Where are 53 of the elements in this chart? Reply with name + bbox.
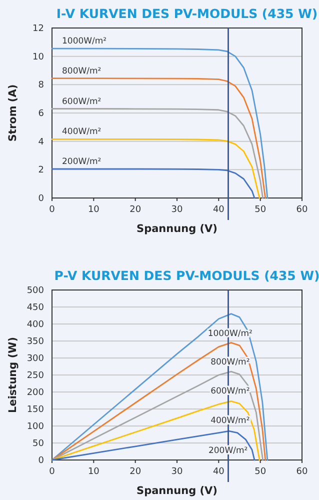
line-series bbox=[51, 108, 264, 199]
y-tick-label: 300 bbox=[26, 354, 44, 364]
series-label: 800W/m² bbox=[62, 66, 102, 76]
y-tick-label: 6 bbox=[38, 109, 44, 119]
x-tick-label: 50 bbox=[254, 205, 266, 215]
y-tick-label: 450 bbox=[26, 303, 44, 313]
y-tick-label: 200 bbox=[26, 388, 44, 398]
x-tick-label: 10 bbox=[88, 467, 100, 477]
x-tick-label: 20 bbox=[130, 467, 142, 477]
y-tick-label: 350 bbox=[26, 337, 44, 347]
x-axis-title: Spannung (V) bbox=[136, 485, 218, 497]
line-series bbox=[51, 168, 256, 199]
y-tick-label: 100 bbox=[26, 422, 44, 432]
y-tick-label: 0 bbox=[38, 456, 44, 466]
y-tick-label: 8 bbox=[38, 80, 44, 91]
x-axis-title: Spannung (V) bbox=[136, 223, 218, 235]
line-series bbox=[51, 400, 260, 461]
y-tick-label: 2 bbox=[38, 166, 44, 176]
series-label: 1000W/m² bbox=[62, 36, 107, 47]
x-tick-label: 30 bbox=[171, 467, 183, 477]
x-tick-label: 40 bbox=[212, 467, 225, 477]
y-axis-title: Strom (A) bbox=[7, 84, 19, 142]
series-label: 400W/m² bbox=[62, 127, 102, 138]
chart-title: I-V KURVEN DES PV-MODULS (435 W) bbox=[56, 6, 318, 21]
line-series bbox=[51, 430, 256, 461]
x-tick-label: 50 bbox=[254, 467, 266, 477]
y-tick-label: 400 bbox=[26, 320, 44, 330]
y-tick-label: 12 bbox=[32, 24, 44, 34]
y-tick-label: 10 bbox=[32, 52, 44, 62]
x-tick-label: 0 bbox=[49, 205, 56, 215]
x-tick-label: 60 bbox=[296, 205, 308, 215]
y-tick-label: 250 bbox=[26, 371, 44, 381]
x-tick-label: 40 bbox=[212, 205, 225, 215]
series-label: 600W/m² bbox=[62, 96, 102, 107]
x-tick-label: 30 bbox=[171, 205, 183, 215]
x-tick-label: 60 bbox=[296, 467, 308, 477]
series-label: 200W/m² bbox=[62, 156, 102, 167]
line-series bbox=[51, 342, 266, 461]
line-series bbox=[51, 78, 266, 199]
x-tick-label: 20 bbox=[130, 205, 142, 215]
y-tick-label: 150 bbox=[26, 405, 44, 415]
y-tick-label: 4 bbox=[38, 137, 44, 148]
y-axis-title: Leistung (W) bbox=[7, 337, 19, 413]
line-series bbox=[51, 313, 268, 461]
line-series bbox=[51, 48, 268, 199]
y-tick-label: 500 bbox=[26, 286, 44, 296]
x-tick-label: 10 bbox=[88, 205, 100, 215]
line-series bbox=[51, 138, 260, 199]
line-series bbox=[51, 370, 264, 461]
x-tick-label: 0 bbox=[49, 467, 56, 477]
y-tick-label: 0 bbox=[38, 194, 44, 204]
y-tick-label: 50 bbox=[32, 439, 44, 449]
chart-title: P-V KURVEN DES PV-MODULS (435 W) bbox=[54, 268, 319, 283]
